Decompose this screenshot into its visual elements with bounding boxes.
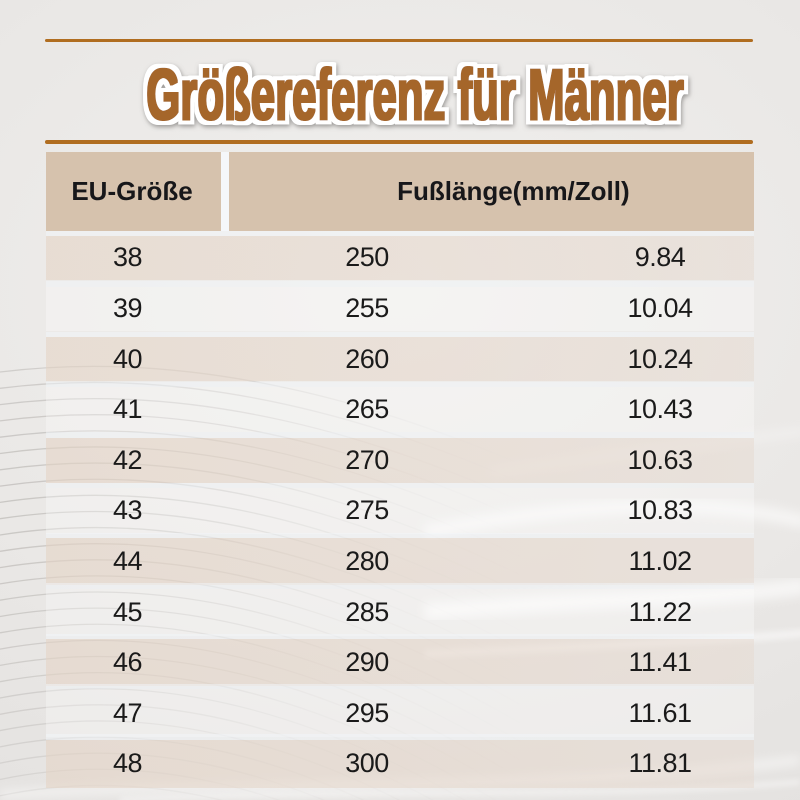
svg-text:Größereferenz für Männer: Größereferenz für Männer [146, 54, 684, 135]
